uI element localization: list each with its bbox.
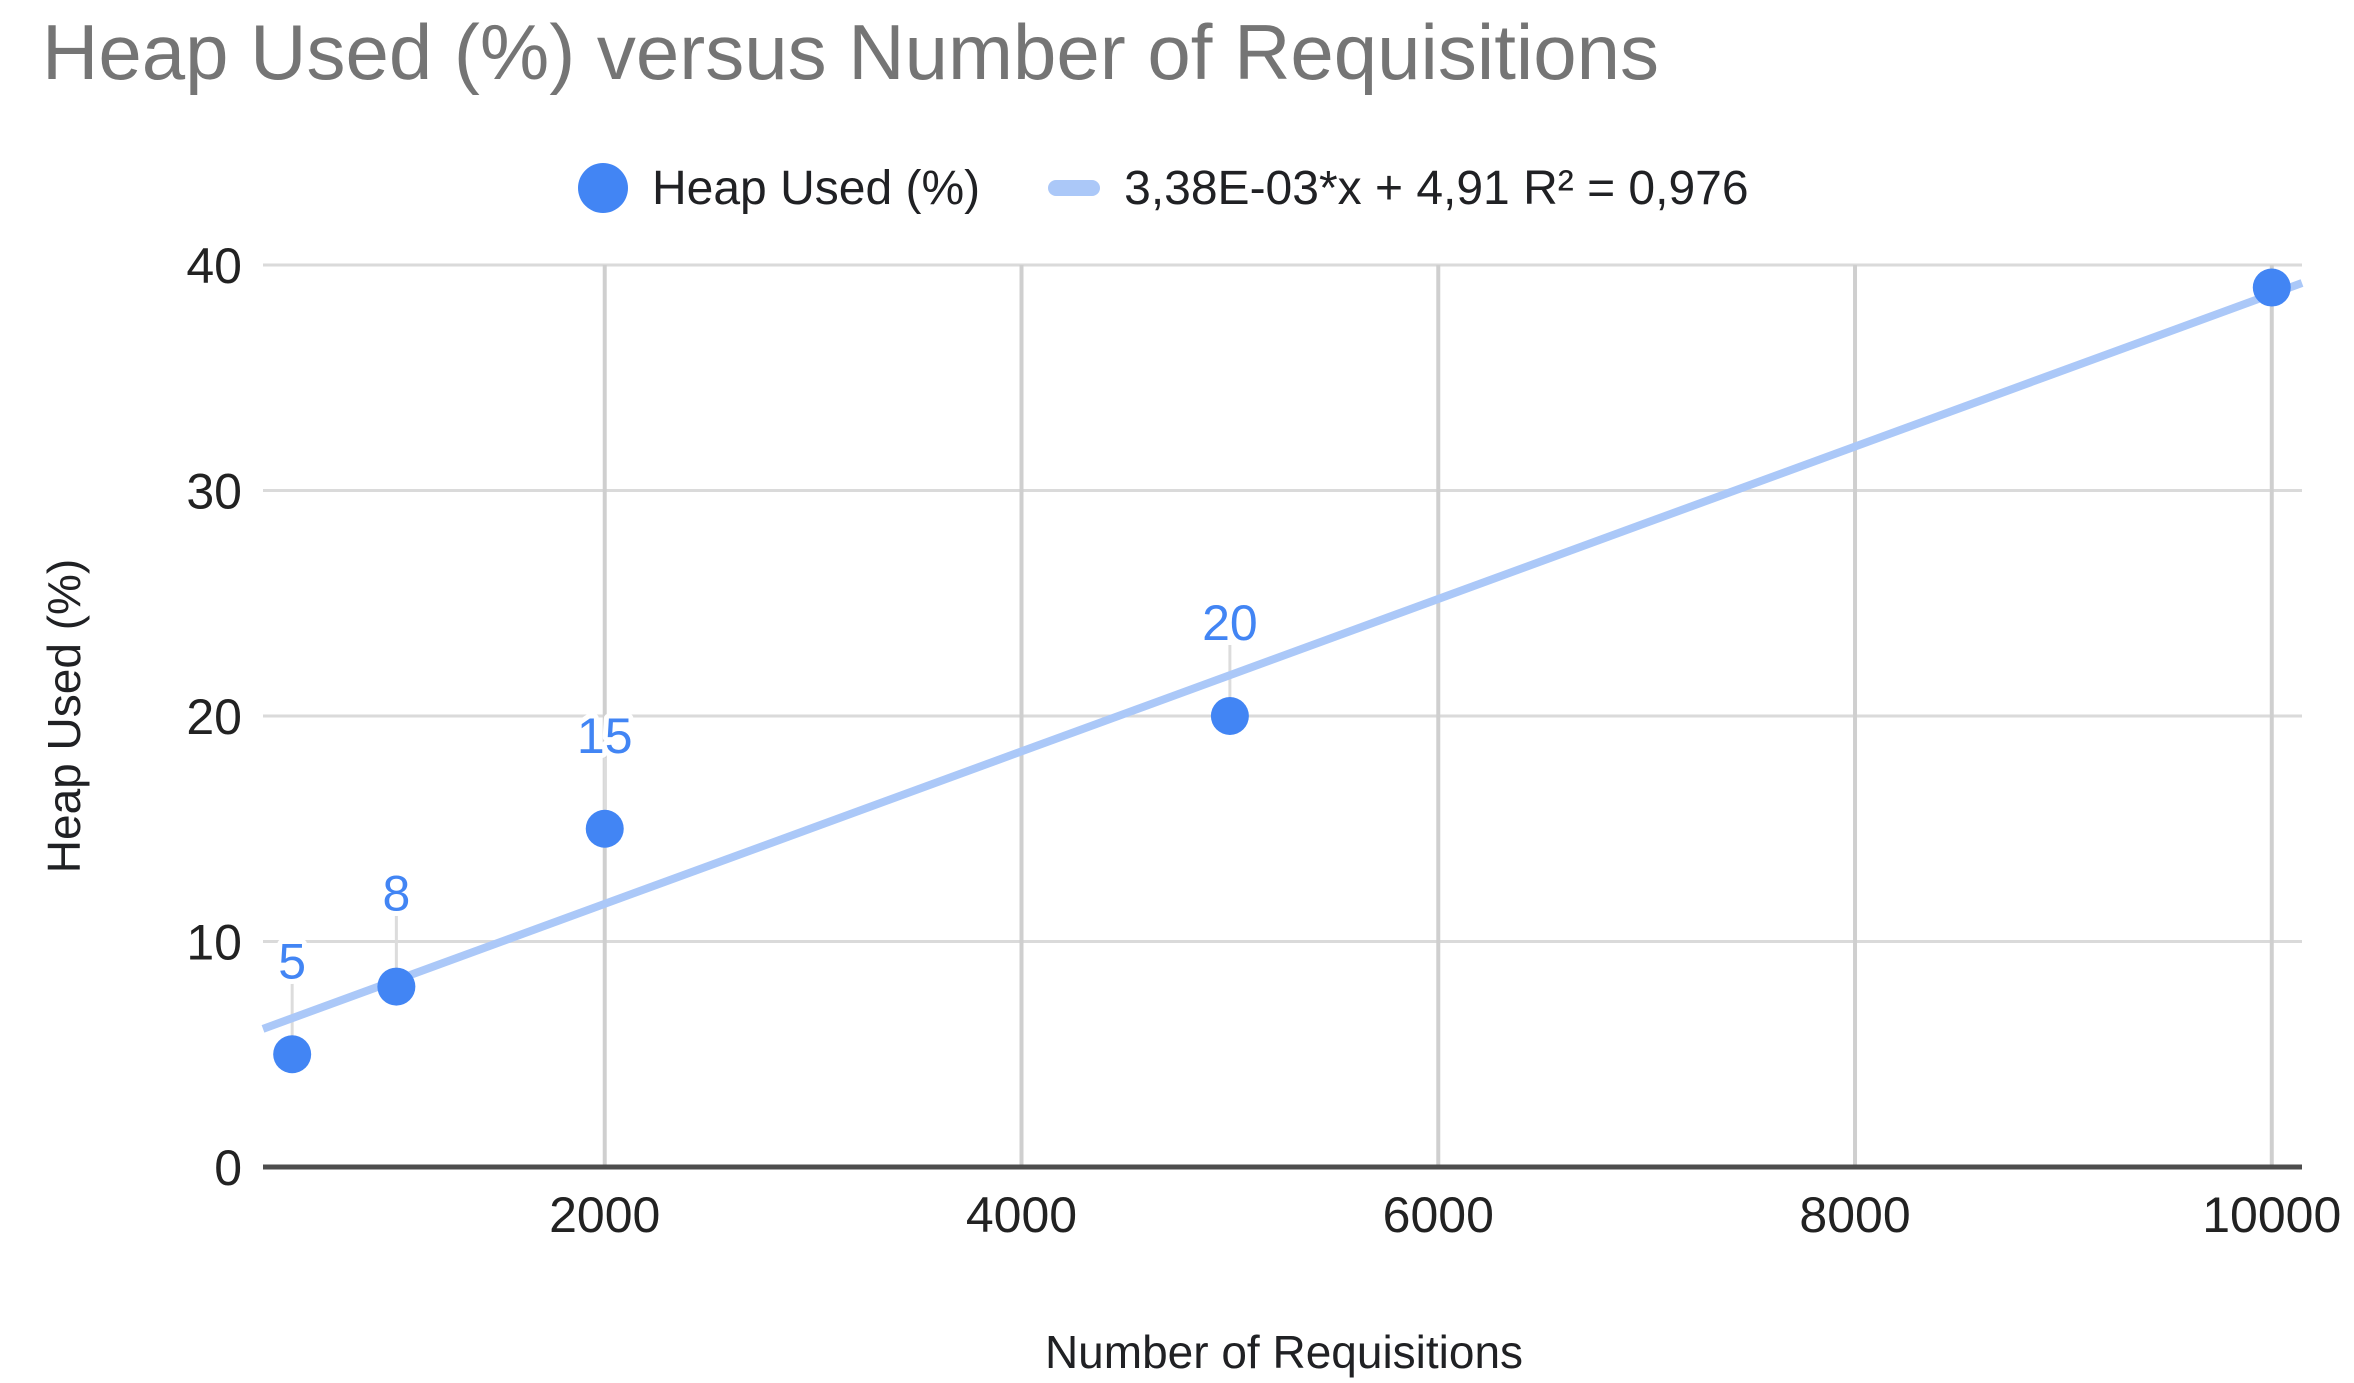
- legend-series-label: Heap Used (%): [652, 161, 981, 215]
- legend: Heap Used (%) 3,38E-03*x + 4,91 R² = 0,9…: [578, 160, 1749, 216]
- series-marker-icon: [578, 163, 628, 213]
- legend-trendline-label: 3,38E-03*x + 4,91 R² = 0,976: [1124, 161, 1749, 215]
- data-point[interactable]: [1210, 697, 1249, 735]
- x-tick-label: 10000: [2202, 1187, 2341, 1243]
- x-tick-label: 8000: [1799, 1187, 1910, 1243]
- data-point-label: 8: [382, 866, 410, 922]
- trendline-marker-icon: [1048, 180, 1101, 196]
- y-tick-label: 30: [186, 464, 242, 520]
- x-tick-label: 2000: [549, 1187, 660, 1243]
- x-tick-label: 6000: [1383, 1187, 1494, 1243]
- y-tick-label: 40: [186, 238, 242, 294]
- data-point[interactable]: [585, 809, 624, 848]
- y-tick-label: 0: [214, 1140, 242, 1196]
- data-point-label: 20: [1202, 595, 1258, 651]
- data-point[interactable]: [2252, 268, 2291, 307]
- data-point[interactable]: [377, 967, 416, 1006]
- y-tick-label: 10: [186, 915, 242, 971]
- chart-title: Heap Used (%) versus Number of Requisiti…: [42, 8, 1659, 96]
- legend-item-trendline[interactable]: 3,38E-03*x + 4,91 R² = 0,976: [980, 161, 1749, 216]
- legend-item-series[interactable]: Heap Used (%): [578, 161, 980, 216]
- trendline: [261, 279, 2304, 1033]
- data-point-label: 5: [278, 933, 306, 989]
- y-tick-label: 20: [186, 689, 242, 745]
- data-point[interactable]: [273, 1035, 312, 1074]
- data-point-label: 15: [577, 708, 633, 764]
- x-axis-title: Number of Requisitions: [1044, 1326, 1524, 1378]
- y-axis-title: Heap Used (%): [38, 558, 90, 874]
- x-tick-label: 4000: [966, 1187, 1077, 1243]
